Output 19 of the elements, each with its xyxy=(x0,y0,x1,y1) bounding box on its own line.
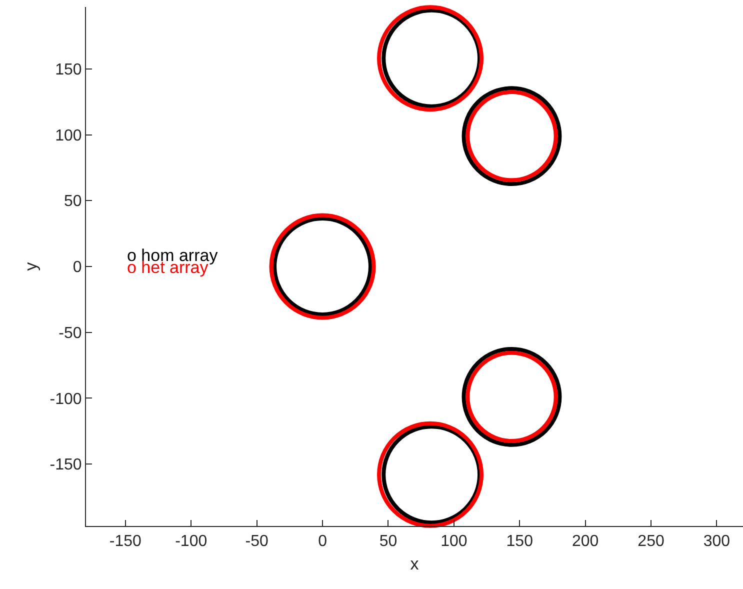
x-tick-label: -100 xyxy=(175,533,208,550)
y-tick-label: -100 xyxy=(50,390,82,408)
y-tick-label: 100 xyxy=(55,127,82,144)
x-tick-label: -150 xyxy=(109,533,142,550)
y-tick-label: 50 xyxy=(64,193,82,210)
x-tick-label: 300 xyxy=(703,533,730,550)
y-tick-label: -50 xyxy=(58,324,82,342)
x-axis-title: x xyxy=(410,554,420,574)
y-tick-label: 150 xyxy=(55,62,82,79)
y-tick-label: 0 xyxy=(72,259,82,276)
x-tick-label: 50 xyxy=(379,533,398,550)
x-tick-label: 150 xyxy=(506,533,534,550)
x-tick-label: 250 xyxy=(638,533,664,550)
x-tick-label: -50 xyxy=(245,533,268,550)
x-tick-label: 100 xyxy=(440,533,468,550)
x-tick-label: 0 xyxy=(318,533,328,550)
y-axis-title: y xyxy=(21,262,40,271)
x-tick-label: 200 xyxy=(572,533,599,550)
y-tick-label: -150 xyxy=(50,456,82,474)
